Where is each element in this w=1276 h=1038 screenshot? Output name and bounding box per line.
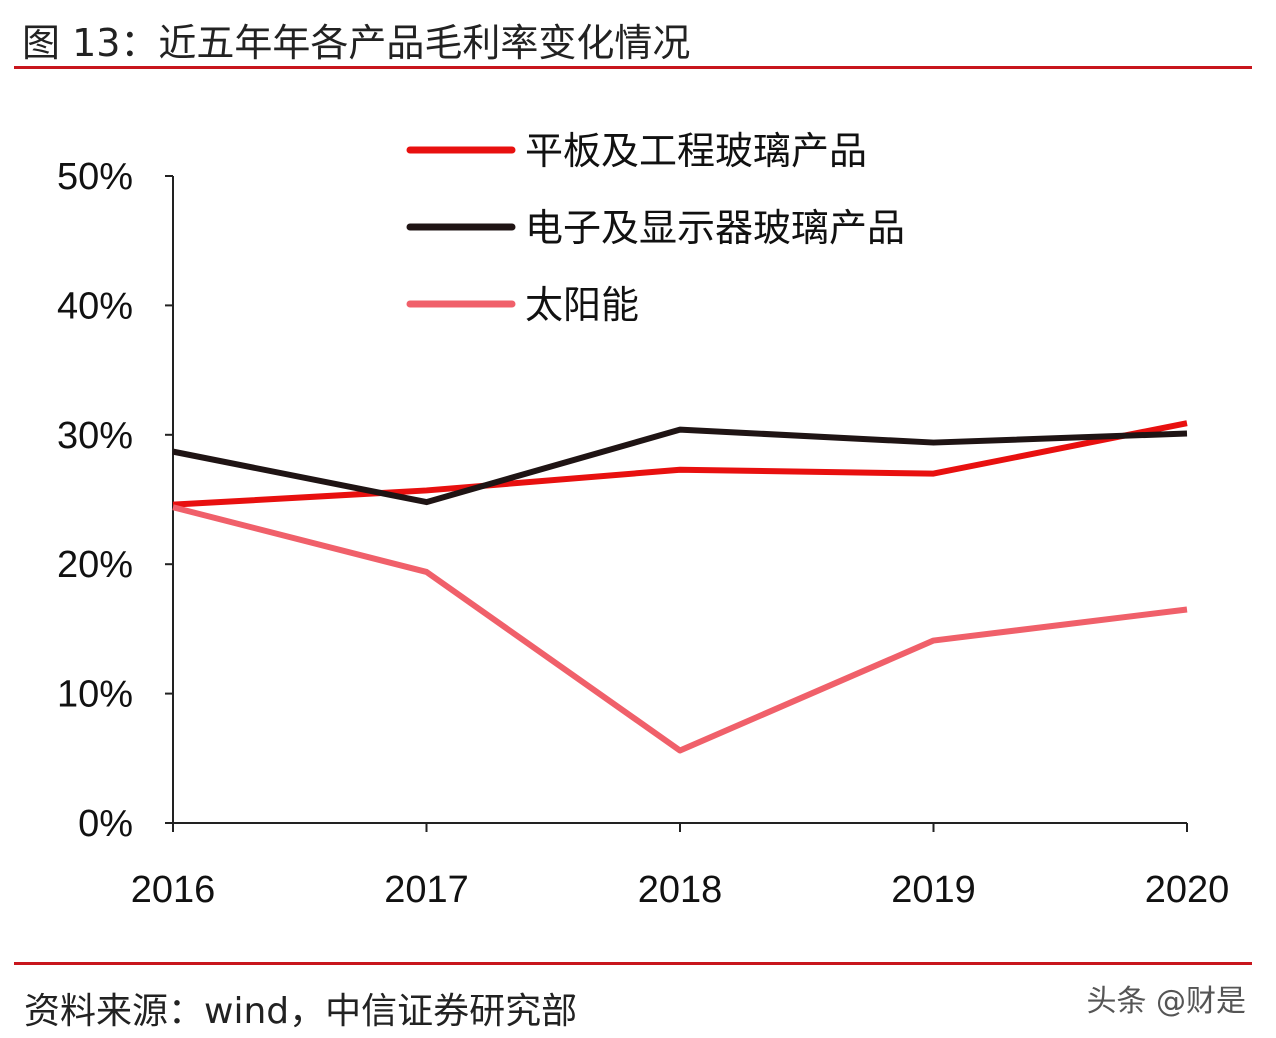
- series-line-3: [172, 504, 1188, 754]
- x-tick-label: 2019: [891, 869, 976, 911]
- x-tick-label: 2016: [131, 869, 216, 911]
- x-tick-label: 2017: [384, 869, 469, 911]
- series-line-1: [172, 420, 1188, 508]
- series-lines: [172, 420, 1188, 754]
- chart-title: 图 13：近五年年各产品毛利率变化情况: [22, 21, 691, 65]
- series-line-2: [172, 426, 1188, 506]
- legend-label: 平板及工程玻璃产品: [525, 129, 867, 173]
- x-tick-label: 2018: [638, 869, 723, 911]
- bottom-divider: [14, 962, 1252, 965]
- y-tick-label: 10%: [57, 674, 133, 716]
- y-tick-label: 30%: [57, 415, 133, 457]
- legend-label: 太阳能: [525, 283, 639, 327]
- watermark: 头条 @财是: [1086, 984, 1246, 1019]
- axes: 0% 10% 20% 30% 40% 50% 2016 2017 2018 2019 2020: [57, 156, 1229, 911]
- x-tick-label: 2020: [1145, 869, 1230, 911]
- y-tick-label: 20%: [57, 544, 133, 586]
- top-divider: [14, 66, 1252, 69]
- source-note: 资料来源：wind，中信证券研究部: [24, 991, 578, 1032]
- y-tick-label: 40%: [57, 285, 133, 327]
- y-tick-label: 50%: [57, 156, 133, 198]
- legend-label: 电子及显示器玻璃产品: [525, 206, 905, 250]
- y-tick-label: 0%: [78, 803, 133, 845]
